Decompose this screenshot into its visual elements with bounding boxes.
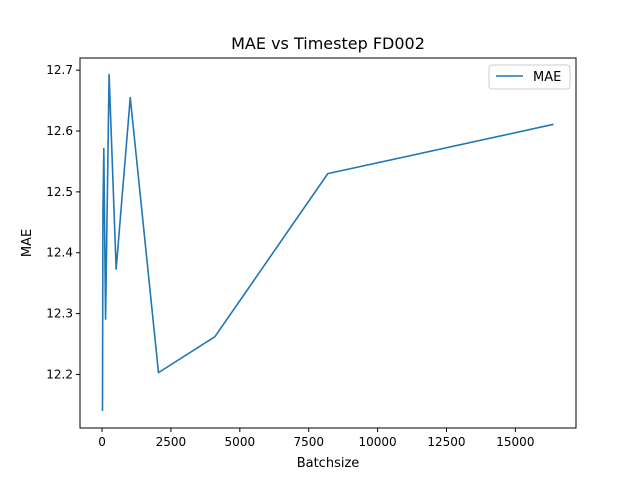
- x-tick-label: 10000: [359, 435, 397, 449]
- y-axis: 12.2 12.3 12.4 12.5 12.6 12.7: [46, 63, 80, 381]
- y-tick-label: 12.3: [46, 307, 73, 321]
- x-tick-label: 15000: [496, 435, 534, 449]
- plot-area: [79, 57, 577, 429]
- y-axis-label: MAE: [20, 229, 35, 257]
- x-tick-label: 12500: [427, 435, 465, 449]
- x-axis-label: Batchsize: [297, 456, 360, 471]
- legend-box: [488, 64, 571, 90]
- chart-title: MAE vs Timestep FD002: [231, 34, 425, 53]
- x-axis: 0 2500 5000 7500 10000 12500 15000: [98, 428, 534, 449]
- y-tick-label: 12.7: [46, 63, 73, 77]
- y-tick-label: 12.6: [46, 124, 73, 138]
- legend-label-mae: MAE: [533, 70, 561, 85]
- y-tick-label: 12.2: [46, 367, 73, 381]
- x-tick-label: 5000: [225, 435, 256, 449]
- y-tick-label: 12.5: [46, 185, 73, 199]
- x-tick-label: 7500: [293, 435, 324, 449]
- legend: MAE: [488, 64, 571, 90]
- y-tick-label: 12.4: [46, 246, 73, 260]
- series-line-mae: [101, 73, 554, 411]
- x-tick-label: 2500: [156, 435, 187, 449]
- x-tick-label: 0: [98, 435, 106, 449]
